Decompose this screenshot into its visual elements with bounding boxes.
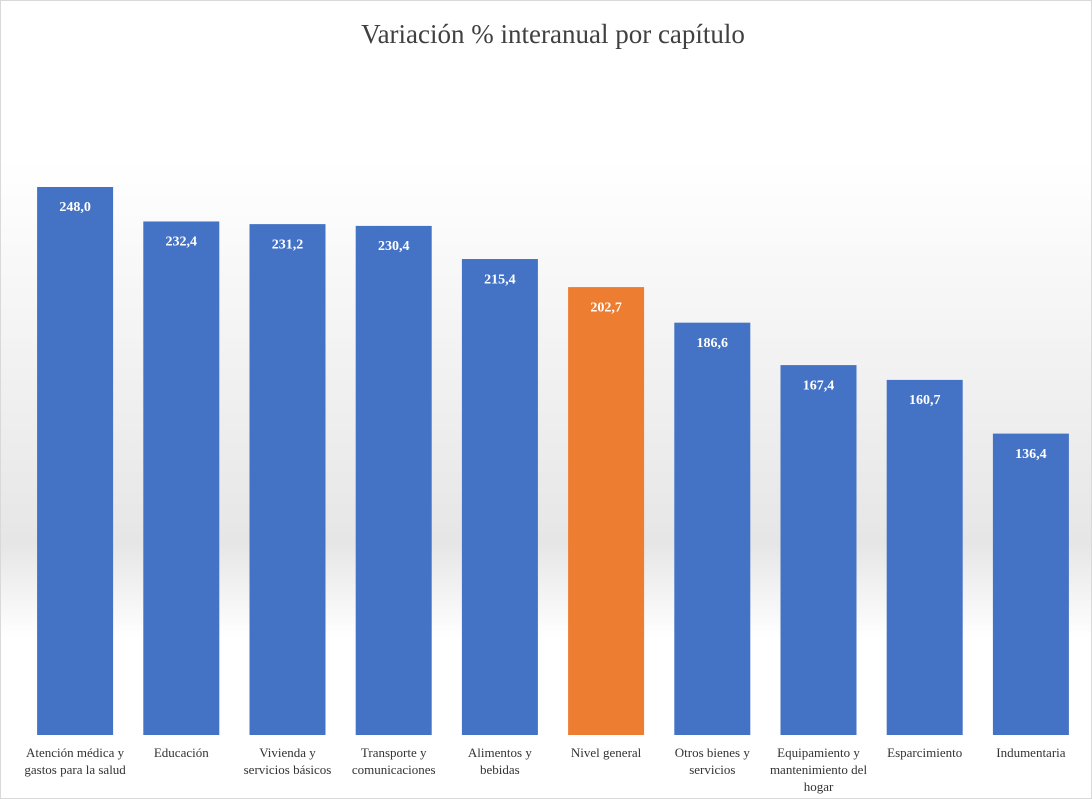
data-label: 248,0 bbox=[59, 200, 91, 215]
x-tick-label: Vivienda y servicios básicos bbox=[243, 745, 332, 777]
data-label: 202,7 bbox=[590, 300, 622, 315]
bar bbox=[674, 322, 751, 735]
bar bbox=[780, 365, 857, 735]
data-label: 186,6 bbox=[697, 336, 729, 351]
x-tick-label: Nivel general bbox=[570, 745, 642, 760]
bar bbox=[568, 287, 645, 735]
x-tick-label: Otros bienes y servicios bbox=[674, 745, 750, 777]
x-tick-label: Equipamiento y mantenimiento del hogar bbox=[769, 745, 868, 794]
bar bbox=[143, 221, 220, 736]
data-label: 167,4 bbox=[803, 378, 835, 393]
x-tick-label: Transporte y comunicaciones bbox=[351, 745, 436, 777]
data-label: 232,4 bbox=[166, 235, 198, 250]
bar bbox=[992, 433, 1069, 735]
x-tick-label: Indumentaria bbox=[996, 745, 1066, 760]
x-tick-label: Alimentos y bebidas bbox=[467, 745, 532, 777]
data-label: 230,4 bbox=[378, 239, 410, 254]
data-label: 136,4 bbox=[1015, 447, 1047, 462]
x-tick-label: Educación bbox=[153, 745, 209, 760]
chart-title: Variación % interanual por capítulo bbox=[361, 19, 745, 49]
bar bbox=[461, 259, 538, 735]
bar bbox=[249, 224, 326, 736]
bar bbox=[886, 379, 963, 735]
x-tick-label: Atención médica y gastos para la salud bbox=[24, 745, 126, 777]
bar bbox=[355, 225, 432, 735]
x-tick-label: Esparcimiento bbox=[887, 745, 963, 760]
bar bbox=[37, 187, 114, 735]
data-label: 215,4 bbox=[484, 272, 516, 287]
data-label: 160,7 bbox=[909, 393, 941, 408]
data-label: 231,2 bbox=[272, 237, 304, 252]
